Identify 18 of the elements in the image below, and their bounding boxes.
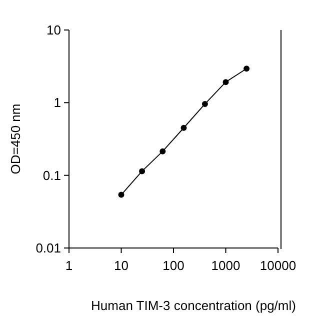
point <box>222 79 229 86</box>
y-tick-label: 0.1 <box>42 168 61 183</box>
x-tick-label: 10 <box>114 258 128 273</box>
point <box>180 124 187 131</box>
y-tick-label: 1 <box>54 95 61 110</box>
y-tick-label: 0.01 <box>36 240 61 256</box>
x-tick-label: 10000 <box>260 258 296 273</box>
x-tick-label: 1 <box>65 258 73 273</box>
y-tick-label: 10 <box>46 22 61 38</box>
x-tick-label: 1000 <box>211 258 240 273</box>
point <box>160 148 166 154</box>
point <box>244 66 250 72</box>
y-axis-title: OD=450 nm <box>8 104 23 174</box>
point <box>118 192 124 198</box>
x-axis-title: Human TIM-3 concentration (pg/ml) <box>91 298 296 313</box>
point <box>139 168 146 174</box>
x-tick-label: 100 <box>162 258 184 273</box>
point <box>202 100 208 107</box>
